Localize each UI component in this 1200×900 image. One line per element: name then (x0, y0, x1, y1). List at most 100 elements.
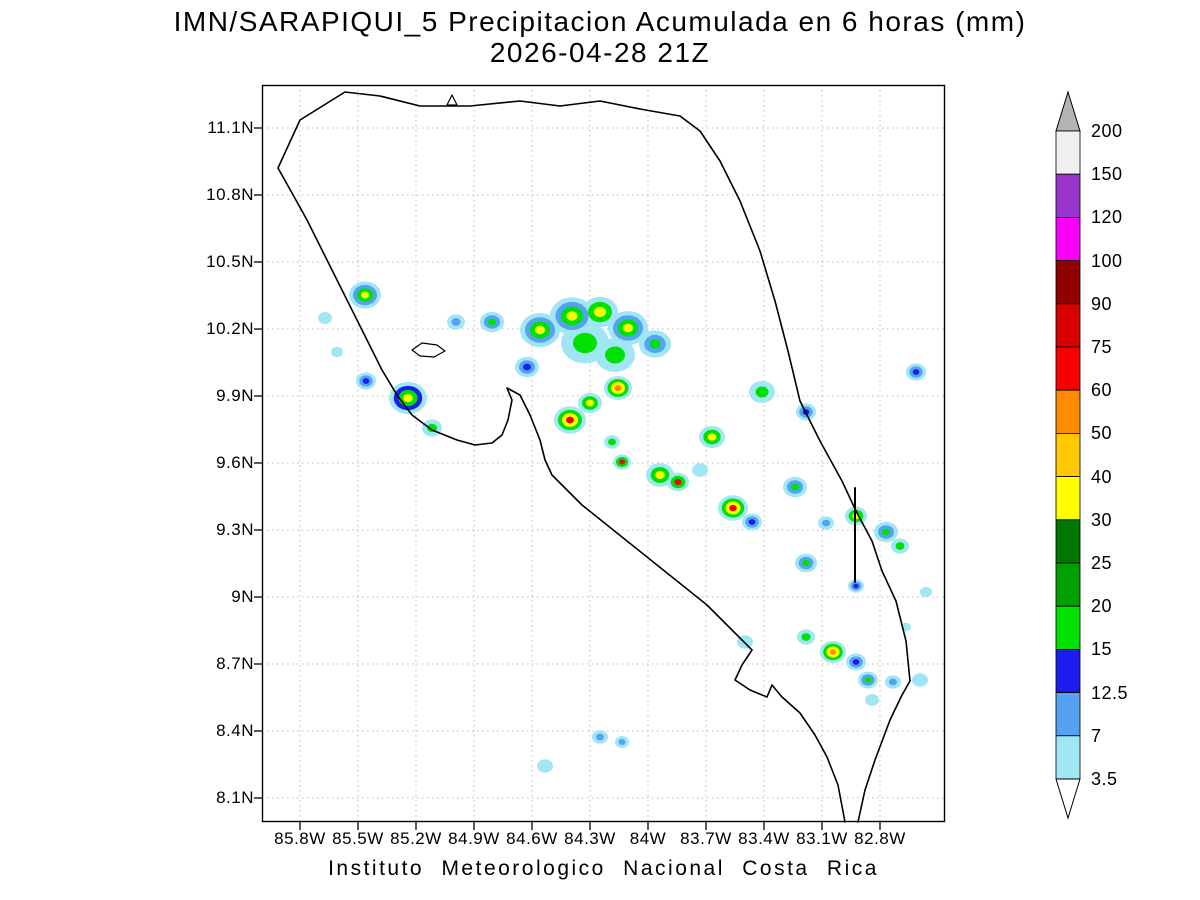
colorbar-segment (1055, 217, 1081, 262)
precip-cell (655, 471, 665, 479)
x-axis-label: 83.4W (738, 829, 790, 848)
colorbar-label: 50 (1091, 423, 1113, 444)
y-axis-label: 9.6N (216, 453, 254, 472)
colorbar-segment (1055, 649, 1081, 694)
precip-cell (865, 694, 879, 706)
y-axis-label: 10.5N (206, 252, 254, 271)
colorbar-segment (1055, 389, 1081, 434)
colorbar-segment (1055, 735, 1081, 780)
precip-cell (488, 318, 496, 326)
precip-cell (802, 559, 810, 567)
precip-cell (596, 733, 604, 741)
precip-cell (674, 478, 682, 486)
colorbar-label: 60 (1091, 380, 1113, 401)
x-axis-label: 84.3W (564, 829, 616, 848)
x-axis-label: 84W (629, 829, 667, 848)
footer-caption: Instituto Meteorologico Nacional Costa R… (328, 857, 879, 880)
map-svg (254, 84, 946, 830)
precip-cell (618, 739, 626, 745)
colorbar-over-arrow (1055, 90, 1081, 132)
colorbar-label: 15 (1091, 639, 1113, 660)
precip-cell (586, 399, 594, 407)
precip-cell (801, 633, 811, 641)
colorbar-segment (1055, 346, 1081, 391)
precip-cell (573, 332, 597, 354)
colorbar-label: 3.5 (1091, 769, 1118, 789)
precip-cell (451, 318, 461, 326)
precip-cell (912, 673, 928, 687)
colorbar-svg (1055, 90, 1081, 820)
precip-cell (594, 306, 606, 318)
colorbar-label: 75 (1091, 337, 1113, 357)
y-axis-label: 11.1N (207, 118, 254, 137)
colorbar-label: 7 (1091, 725, 1102, 746)
colorbar-segment (1055, 303, 1081, 348)
coastline-north-caribbean (277, 91, 911, 823)
tick-layer (254, 127, 881, 830)
colorbar-segment (1055, 519, 1081, 564)
precip-cell (755, 386, 769, 398)
colorbar-label: 30 (1091, 509, 1113, 530)
x-axis-label: 82.8W (854, 829, 906, 848)
precip-cell (748, 519, 756, 525)
precip-cell (649, 339, 661, 349)
colorbar-segment (1055, 692, 1081, 737)
y-axis-label: 8.1N (216, 788, 254, 807)
colorbar-label: 20 (1091, 596, 1113, 617)
x-axis-label: 83.1W (796, 829, 848, 848)
precip-cell (403, 393, 413, 403)
precip-cell (608, 438, 616, 446)
precip-cell (920, 586, 932, 598)
colorbar-segment (1055, 432, 1081, 477)
page-subtitle-datetime: 2026-04-28 21Z (489, 37, 711, 68)
y-axis-label: 8.7N (216, 654, 254, 673)
x-axis-label: 83.7W (680, 829, 732, 848)
colorbar-segment (1055, 173, 1081, 218)
colorbar-label: 200 (1091, 121, 1123, 141)
precip-cell (912, 369, 920, 375)
precip-cell (623, 323, 633, 333)
page-title: IMN/SARAPIQUI_5 Precipitacion Acumulada … (173, 6, 1027, 37)
y-axis-label: 8.4N (216, 721, 254, 740)
plot-area (254, 84, 946, 830)
grid-layer (262, 85, 945, 822)
lake-arenal-outline (411, 342, 446, 358)
precip-cell (882, 528, 890, 536)
y-axis-label: 9N (231, 587, 254, 606)
precip-cell (318, 312, 332, 324)
precip-cell (614, 385, 622, 391)
colorbar-segment (1055, 260, 1081, 305)
precip-cell (829, 649, 837, 655)
colorbar-under-arrow (1055, 778, 1081, 820)
colorbar-label: 25 (1091, 553, 1113, 573)
colorbar-segment (1055, 605, 1081, 650)
y-axis-label: 9.3N (216, 520, 254, 539)
x-axis-label: 85.5W (332, 829, 384, 848)
colorbar-label: 90 (1091, 293, 1113, 314)
precip-cell (523, 363, 531, 371)
precip-cell (537, 759, 553, 773)
precip-cell (361, 291, 369, 299)
precip-cell (895, 542, 905, 550)
x-axis-label: 85.8W (274, 829, 326, 848)
colorbar-label: 40 (1091, 466, 1113, 487)
precip-cell (535, 325, 545, 335)
coastline-pacific (277, 167, 846, 823)
precip-cell (566, 416, 574, 424)
precip-cell (619, 459, 625, 465)
precip-cell (791, 483, 799, 491)
plot-frame (261, 84, 946, 823)
colorbar-segment (1055, 130, 1081, 175)
colorbar-label: 120 (1091, 207, 1123, 228)
island-triangle (446, 94, 458, 106)
precip-cell (864, 677, 872, 683)
colorbar (1055, 90, 1085, 820)
colorbar-label: 100 (1091, 250, 1123, 271)
precip-cell (707, 433, 717, 441)
y-axis-label: 9.9N (216, 386, 254, 405)
y-axis-label: 10.2N (206, 319, 254, 338)
precip-cell (331, 346, 343, 358)
precip-cell (692, 463, 708, 477)
colorbar-segment (1055, 476, 1081, 521)
